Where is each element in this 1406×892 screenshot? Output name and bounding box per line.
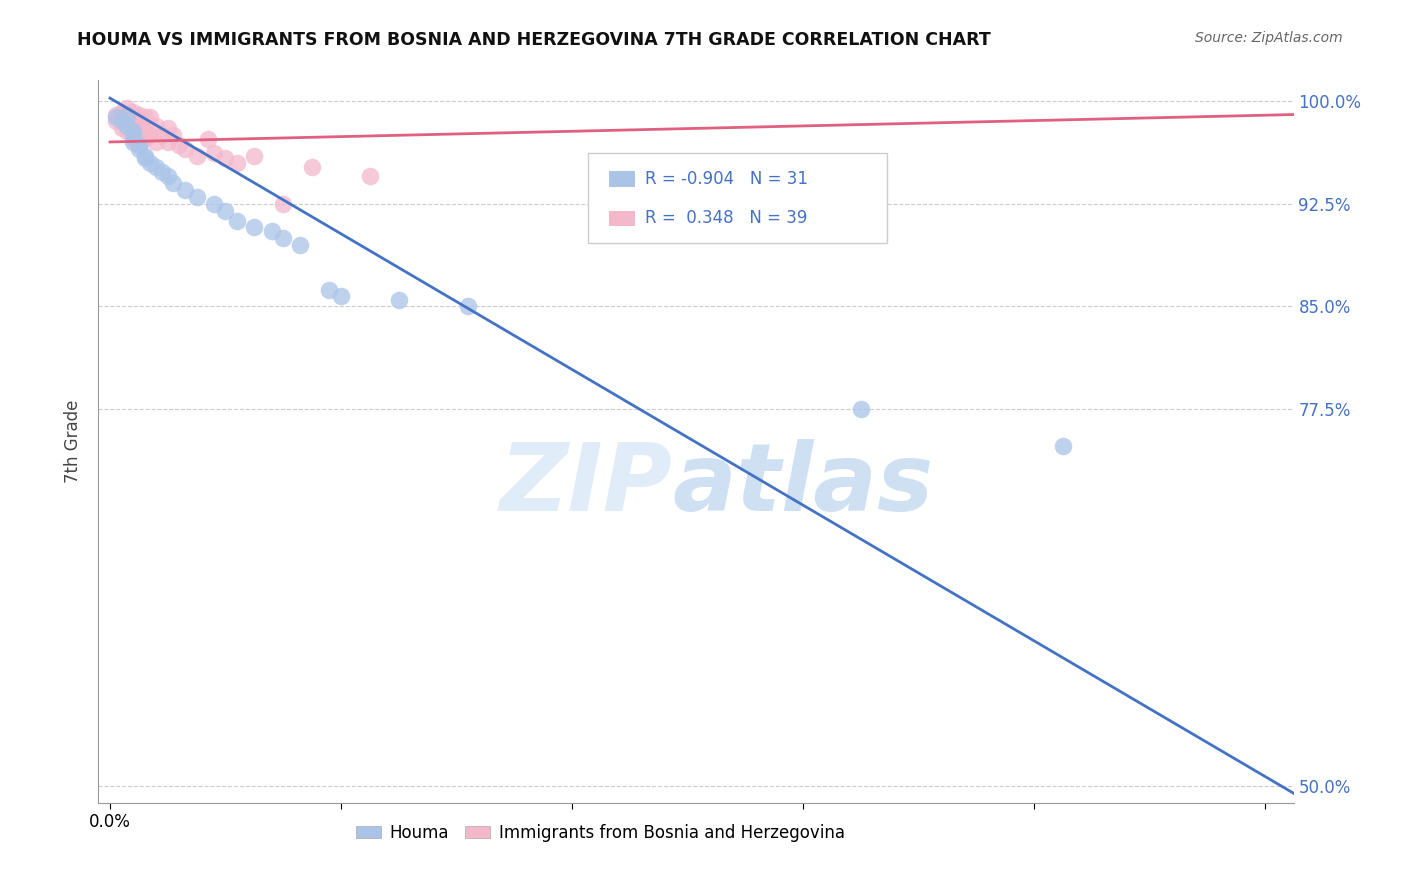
Point [122, 110, 145, 124]
Point [139, 110, 162, 124]
Text: Source: ZipAtlas.com: Source: ZipAtlas.com [1195, 31, 1343, 45]
Text: HOUMA VS IMMIGRANTS FROM BOSNIA AND HERZEGOVINA 7TH GRADE CORRELATION CHART: HOUMA VS IMMIGRANTS FROM BOSNIA AND HERZ… [77, 31, 991, 49]
Point [156, 135, 179, 149]
Point [122, 124, 145, 138]
Point [145, 135, 167, 149]
Point [1052, 439, 1074, 453]
Point [226, 155, 249, 169]
Point [139, 128, 162, 142]
Y-axis label: 7th Grade: 7th Grade [65, 400, 83, 483]
Point [117, 101, 139, 115]
Point [214, 203, 236, 218]
Point [122, 135, 145, 149]
Point [388, 293, 411, 307]
Point [110, 114, 132, 128]
Point [122, 119, 145, 133]
Point [301, 160, 323, 174]
Point [167, 137, 190, 152]
Point [271, 196, 294, 211]
Point [457, 300, 479, 314]
Bar [609, 211, 636, 227]
Text: R = -0.904   N = 31: R = -0.904 N = 31 [644, 170, 807, 188]
Point [162, 176, 184, 190]
Point [150, 165, 173, 179]
Point [162, 128, 184, 142]
Point [139, 155, 162, 169]
Point [110, 110, 132, 124]
Point [128, 124, 150, 138]
Point [145, 119, 167, 133]
Point [117, 114, 139, 128]
Point [156, 121, 179, 136]
Point [174, 183, 197, 197]
Point [104, 107, 127, 121]
Point [290, 237, 312, 252]
Point [202, 196, 225, 211]
Point [243, 219, 266, 234]
Point [226, 214, 249, 228]
Point [122, 132, 145, 146]
Point [122, 104, 145, 119]
Text: atlas: atlas [672, 439, 934, 531]
Point [134, 110, 156, 124]
Point [122, 124, 145, 138]
Point [117, 119, 139, 133]
Point [174, 142, 197, 156]
Point [197, 132, 219, 146]
Point [849, 402, 872, 417]
Point [134, 149, 156, 163]
Point [134, 132, 156, 146]
Point [156, 169, 179, 184]
Point [145, 160, 167, 174]
Point [260, 224, 283, 238]
FancyBboxPatch shape [589, 153, 887, 243]
Point [186, 190, 208, 204]
Point [214, 152, 236, 166]
Text: R =  0.348   N = 39: R = 0.348 N = 39 [644, 210, 807, 227]
Point [128, 107, 150, 121]
Point [122, 128, 145, 142]
Point [104, 114, 127, 128]
Point [110, 104, 132, 119]
Point [117, 107, 139, 121]
Point [128, 137, 150, 152]
Bar [609, 171, 636, 187]
Legend: Houma, Immigrants from Bosnia and Herzegovina: Houma, Immigrants from Bosnia and Herzeg… [349, 817, 852, 848]
Point [186, 149, 208, 163]
Point [104, 110, 127, 124]
Point [110, 121, 132, 136]
Point [134, 121, 156, 136]
Point [117, 107, 139, 121]
Point [128, 114, 150, 128]
Text: ZIP: ZIP [499, 439, 672, 531]
Point [329, 288, 352, 302]
Point [117, 124, 139, 138]
Point [359, 169, 381, 184]
Point [202, 145, 225, 160]
Point [318, 283, 340, 297]
Point [271, 231, 294, 245]
Point [150, 128, 173, 142]
Point [243, 149, 266, 163]
Point [128, 142, 150, 156]
Point [134, 152, 156, 166]
